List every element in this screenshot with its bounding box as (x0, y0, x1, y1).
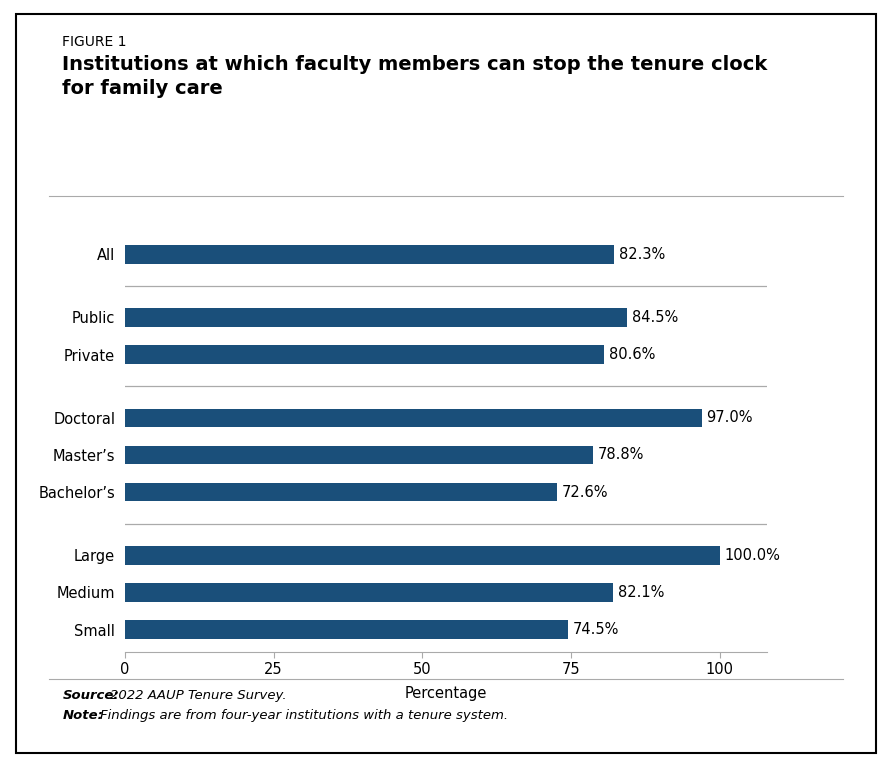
Text: Findings are from four-year institutions with a tenure system.: Findings are from four-year institutions… (100, 709, 508, 723)
Bar (125, 245, 615, 264)
Text: 82.1%: 82.1% (618, 585, 665, 600)
Bar (125, 345, 604, 364)
Bar (125, 621, 568, 639)
Text: FIGURE 1: FIGURE 1 (62, 35, 127, 48)
Bar (125, 583, 613, 602)
Bar (125, 483, 557, 502)
Text: 80.6%: 80.6% (609, 347, 656, 362)
X-axis label: Percentage: Percentage (405, 686, 487, 701)
Bar (125, 446, 593, 464)
Text: Institutions at which faculty members can stop the tenure clock
for family care: Institutions at which faculty members ca… (62, 55, 768, 98)
Bar (125, 308, 627, 327)
Text: Source:: Source: (62, 689, 119, 702)
Text: 82.3%: 82.3% (619, 247, 665, 262)
Text: 72.6%: 72.6% (561, 485, 607, 499)
Text: 2022 AAUP Tenure Survey.: 2022 AAUP Tenure Survey. (110, 689, 286, 702)
Text: 74.5%: 74.5% (573, 622, 619, 637)
Bar (125, 409, 702, 427)
Text: 100.0%: 100.0% (724, 548, 780, 563)
Text: Note:: Note: (62, 709, 103, 723)
Bar (125, 546, 720, 565)
Text: 84.5%: 84.5% (632, 310, 679, 325)
Text: 78.8%: 78.8% (599, 447, 645, 463)
Text: 97.0%: 97.0% (706, 410, 753, 425)
